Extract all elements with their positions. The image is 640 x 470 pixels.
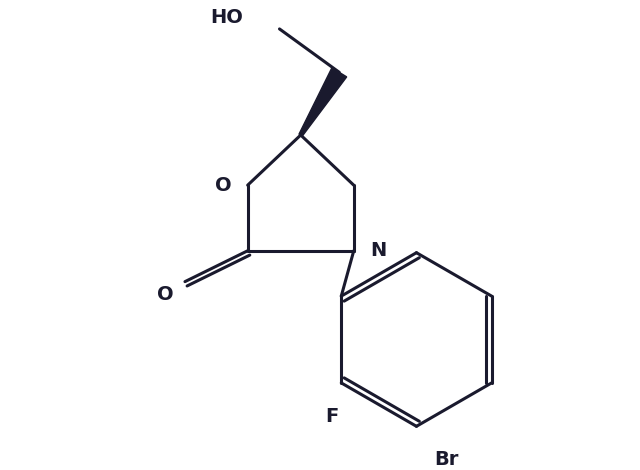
- Text: O: O: [214, 176, 231, 195]
- Text: O: O: [157, 285, 174, 304]
- Text: F: F: [325, 407, 339, 426]
- Text: HO: HO: [210, 8, 243, 27]
- Text: Br: Br: [434, 450, 458, 470]
- Text: N: N: [370, 241, 387, 260]
- Polygon shape: [299, 68, 347, 136]
